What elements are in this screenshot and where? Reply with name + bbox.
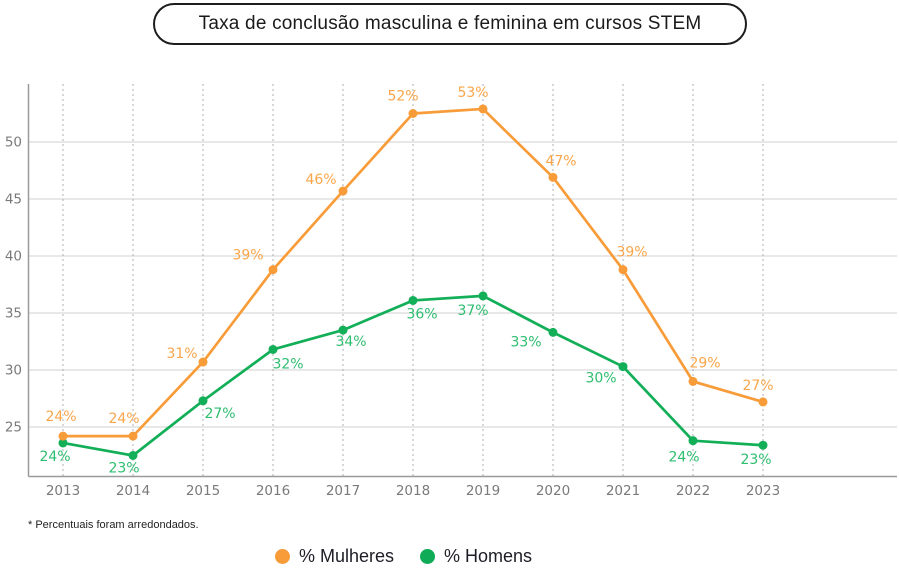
- x-tick-label: 2018: [396, 483, 430, 499]
- series-line-mulheres: [61, 107, 765, 438]
- data-point-marker: [758, 397, 768, 407]
- data-point-marker: [618, 265, 628, 275]
- data-point-label: 52%: [387, 89, 418, 105]
- data-point-label: 27%: [204, 406, 235, 422]
- data-point-label: 30%: [585, 371, 616, 387]
- homens-dot-icon: [420, 549, 435, 564]
- x-tick-label: 2022: [676, 483, 710, 499]
- data-point-label: 24%: [668, 450, 699, 466]
- data-point-label: 33%: [510, 334, 541, 350]
- data-point-marker: [268, 344, 278, 354]
- y-tick-label: 45: [5, 192, 22, 208]
- y-tick-label: 35: [5, 306, 22, 322]
- y-tick-label: 40: [5, 249, 22, 265]
- data-point-label: 47%: [545, 153, 576, 169]
- data-point-label: 39%: [616, 245, 647, 261]
- data-point-label: 53%: [457, 85, 488, 101]
- data-point-label: 29%: [689, 355, 720, 371]
- data-point-marker: [128, 451, 138, 460]
- data-point-marker: [408, 295, 418, 305]
- data-point-marker: [58, 431, 68, 441]
- data-point-marker: [198, 357, 208, 367]
- data-point-marker: [128, 431, 138, 441]
- line-chart: 25 30 35 40 45 50 2013 2014 2015 2016 2017 2018 2019…: [5, 84, 897, 499]
- data-point-marker: [548, 172, 558, 182]
- data-point-label: 37%: [457, 303, 488, 319]
- x-tick-label: 2014: [116, 483, 150, 499]
- chart-title: Taxa de conclusão masculina e feminina e…: [198, 13, 702, 34]
- data-point-label: 32%: [272, 356, 303, 372]
- y-tick-label: 50: [5, 135, 22, 151]
- mulheres-dot-icon: [274, 549, 290, 564]
- data-point-label: 23%: [108, 461, 139, 477]
- data-point-label: 39%: [232, 248, 263, 264]
- data-point-marker: [338, 325, 348, 335]
- data-point-marker: [408, 109, 418, 118]
- chart-title-pill: Taxa de conclusão masculina e feminina e…: [153, 3, 747, 45]
- data-point-label: 27%: [742, 378, 773, 394]
- x-tick-label: 2015: [186, 483, 220, 499]
- x-tick-label: 2021: [606, 483, 640, 499]
- data-point-label: 23%: [740, 452, 771, 468]
- x-tick-label: 2017: [326, 483, 360, 499]
- legend-item-homens: % Homens: [420, 546, 532, 567]
- data-point-marker: [198, 396, 208, 406]
- x-tick-label: 2023: [746, 483, 780, 499]
- x-tick-label: 2013: [46, 483, 80, 499]
- legend: % Mulheres % Homens: [0, 546, 899, 567]
- y-tick-label: 30: [5, 363, 22, 379]
- data-point-label: 36%: [406, 306, 437, 322]
- x-tick-label: 2020: [536, 483, 570, 499]
- data-point-marker: [478, 104, 488, 114]
- legend-label-mulheres: % Mulheres: [298, 546, 394, 566]
- data-point-marker: [758, 440, 768, 450]
- data-point-marker: [478, 291, 488, 301]
- footnote: * Percentuais foram arredondados.: [28, 519, 199, 531]
- data-point-label: 24%: [45, 409, 76, 425]
- legend-label-homens: % Homens: [444, 546, 533, 566]
- data-point-marker: [338, 186, 348, 196]
- legend-item-mulheres: % Mulheres: [274, 546, 394, 567]
- data-point-marker: [688, 436, 698, 446]
- data-point-label: 31%: [166, 346, 197, 362]
- x-tick-label: 2019: [466, 483, 500, 499]
- data-point-marker: [618, 362, 628, 372]
- data-point-label: 24%: [108, 411, 139, 427]
- x-tick-label: 2016: [256, 483, 290, 499]
- data-point-marker: [688, 376, 698, 386]
- y-tick-label: 25: [5, 420, 22, 436]
- data-point-label: 46%: [305, 172, 336, 188]
- data-point-marker: [268, 265, 278, 275]
- data-point-label: 24%: [39, 449, 70, 465]
- data-point-label: 34%: [335, 334, 366, 350]
- data-point-marker: [548, 327, 558, 337]
- data-point-marker: [58, 438, 68, 448]
